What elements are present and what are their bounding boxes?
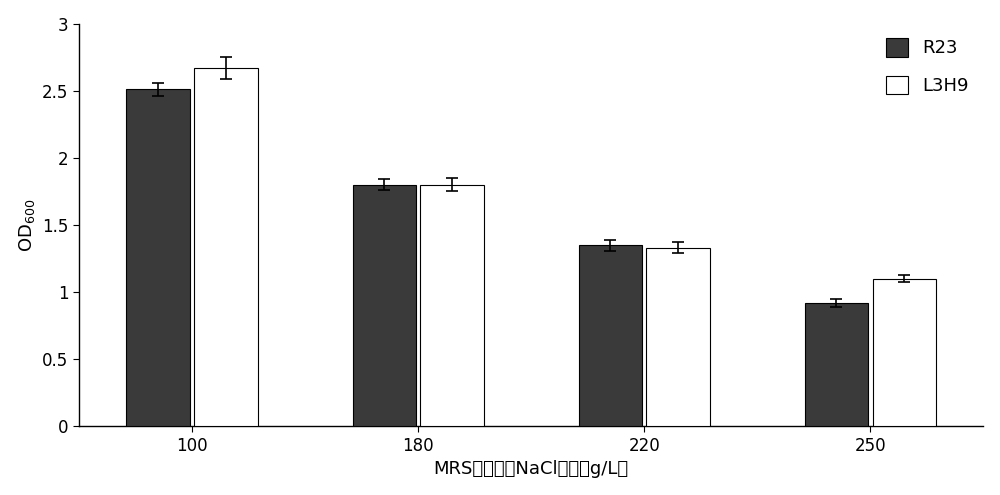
Legend: R23, L3H9: R23, L3H9 (881, 33, 974, 100)
Bar (805, 303, 868, 426)
Bar (126, 90, 190, 426)
Bar (646, 248, 710, 426)
Bar (579, 245, 642, 426)
Bar (353, 185, 416, 426)
Bar (873, 279, 936, 426)
Bar (420, 185, 484, 426)
Bar (194, 68, 258, 426)
Y-axis label: OD$_{600}$: OD$_{600}$ (17, 198, 37, 252)
X-axis label: MRS培养基中NaCl浓度（g/L）: MRS培养基中NaCl浓度（g/L） (434, 460, 629, 478)
